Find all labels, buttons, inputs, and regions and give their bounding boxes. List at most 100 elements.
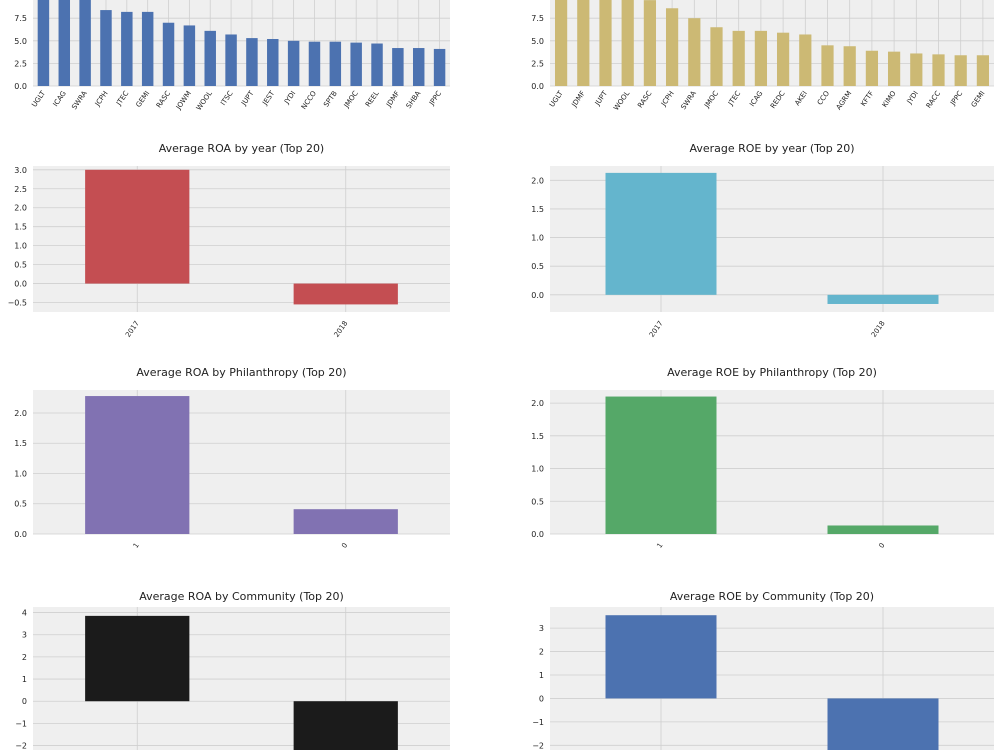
bar-NCCO: [308, 41, 321, 86]
x-tick-label: SWRA: [70, 89, 89, 111]
y-tick-label: 5.0: [14, 37, 27, 46]
bar-JCPH: [100, 10, 112, 87]
x-tick-label: JDMF: [384, 90, 401, 110]
y-tick-label: 1.5: [531, 432, 544, 441]
y-tick-label: 0.5: [531, 262, 544, 271]
x-tick-label: ICAG: [748, 90, 764, 109]
chart-roa-by-community: −2−10123410Average ROA by Community (Top…: [15, 590, 450, 750]
y-tick-label: 2.5: [14, 59, 27, 68]
y-tick-label: 10.0: [526, 0, 544, 1]
bar-0: [293, 509, 398, 534]
y-tick-label: 1.5: [14, 223, 27, 232]
y-tick-label: −1: [15, 719, 27, 728]
bar-JDMF: [577, 0, 590, 86]
bar-WOOL: [621, 0, 634, 86]
bar-ICAG: [58, 0, 71, 86]
y-tick-label: 2.0: [14, 204, 27, 213]
bar-2017: [85, 169, 190, 284]
chart-title: Average ROE by Philanthropy (Top 20): [667, 366, 877, 379]
bar-WOOL: [204, 30, 216, 86]
x-tick-label: JYDI: [282, 90, 297, 107]
x-tick-label: REEL: [364, 89, 381, 108]
bar-JMOC: [710, 27, 723, 86]
y-tick-label: −2: [532, 741, 544, 750]
y-tick-label: 1.0: [14, 469, 27, 478]
bar-RACC: [932, 54, 945, 86]
bar-KIMO: [887, 51, 901, 86]
x-tick-label: JTEC: [114, 89, 130, 107]
bar-JTEC: [121, 11, 133, 87]
y-tick-label: 2.0: [531, 399, 544, 408]
bar-AKEI: [799, 34, 812, 86]
bar-SWRA: [688, 18, 701, 86]
y-tick-label: −2: [15, 742, 27, 750]
bar-UGLT: [37, 0, 50, 86]
bar-JDMF: [392, 48, 404, 86]
x-tick-label: JMOC: [342, 89, 360, 110]
x-tick-label: 0: [340, 542, 349, 550]
bar-2018: [827, 294, 939, 304]
chart-roa-by-philanthropy: 0.0 0.5 1.0 1.5 2.0 1 0 Average ROA by Philanth…: [14, 366, 450, 550]
x-tick-label: 1: [656, 542, 665, 550]
x-tick-label: GEMI: [134, 90, 151, 109]
chart-roe-by-community: −2−1012310Average ROE by Community (Top …: [532, 590, 994, 750]
x-tick-label: SPTB: [322, 89, 339, 108]
bar-GEMI: [976, 55, 990, 86]
bar-JPPC: [954, 55, 967, 86]
y-tick-label: 1.0: [531, 465, 544, 474]
bar-JCPH: [665, 8, 679, 86]
y-tick-label: 10.0: [9, 0, 27, 1]
x-tick-label: RASC: [155, 89, 172, 109]
y-tick-label: 1: [539, 671, 544, 680]
x-tick-label: JUPT: [239, 89, 256, 108]
y-tick-label: 0: [22, 697, 27, 706]
bar-0: [293, 701, 398, 750]
x-tick-label: UGLT: [548, 89, 565, 109]
y-tick-label: 1: [22, 675, 27, 684]
y-tick-label: 2.0: [531, 176, 544, 185]
y-tick-label: 0: [539, 694, 544, 703]
y-tick-label: 0.0: [14, 82, 27, 91]
x-tick-label: GEMI: [970, 90, 987, 109]
plot-area: [33, 0, 450, 86]
bar-RASC: [162, 22, 175, 86]
chart-roa-by-company: 0.0 2.5 5.0 7.5 10.0 UGLT ICAGSWRAJCPHJTECGEMI…: [9, 0, 450, 112]
chart-title: Average ROE by Community (Top 20): [670, 590, 874, 603]
x-tick-label: 1: [132, 542, 141, 550]
bar-1: [605, 396, 717, 534]
x-tick-label: SWRA: [679, 89, 698, 111]
bar-JUPT: [246, 38, 258, 86]
x-tick-label: UGLT: [30, 89, 47, 109]
y-tick-label: 2.5: [14, 185, 27, 194]
x-tick-label: KIMO: [881, 89, 898, 109]
x-tick-label: REDC: [769, 89, 787, 110]
bar-ITSC: [225, 34, 237, 86]
bar-JUPT: [599, 0, 612, 86]
bar-SHBA: [412, 48, 425, 86]
bar-REDC: [776, 32, 790, 86]
x-tick-label: WOOL: [195, 89, 214, 112]
bar-AGRM: [843, 46, 856, 86]
x-tick-label: JCPH: [93, 90, 110, 109]
bar-0: [827, 698, 939, 750]
bar-KFTF: [865, 50, 879, 86]
y-tick-label: 0.5: [531, 497, 544, 506]
bar-JOWM: [183, 25, 196, 87]
bar-1: [85, 396, 190, 534]
bar-ICAG: [754, 30, 768, 86]
y-tick-label: 3: [22, 631, 27, 640]
y-tick-label: 1.0: [14, 242, 27, 251]
x-tick-label: JPPC: [948, 89, 964, 107]
x-tick-label: 2018: [870, 320, 887, 339]
bar-0: [827, 525, 939, 534]
y-tick-label: 1.5: [531, 205, 544, 214]
chart-roe-by-philanthropy: 0.0 0.5 1.0 1.5 2.0 1 0 Average ROE by Philanth…: [531, 366, 994, 550]
x-tick-label: JDMF: [570, 90, 587, 110]
chart-title: Average ROE by year (Top 20): [689, 142, 854, 155]
bar-SPTB: [329, 41, 342, 86]
y-tick-label: 7.5: [14, 14, 27, 23]
y-tick-label: 3.0: [14, 166, 27, 175]
bar-JMOC: [350, 42, 362, 86]
x-tick-label: JPPC: [427, 89, 443, 107]
y-tick-label: −0.5: [8, 299, 27, 308]
